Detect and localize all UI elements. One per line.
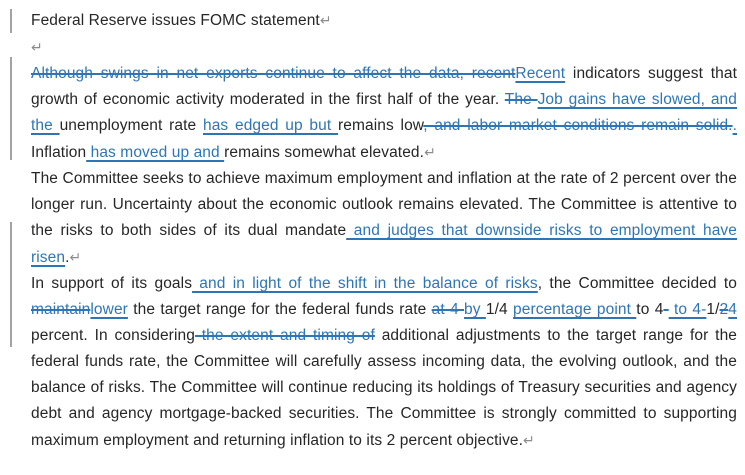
text-run-normal: Federal Reserve issues FOMC statement: [31, 12, 320, 29]
change-bar: [10, 57, 12, 160]
text-run-normal: The Committee seeks to achieve maximum e…: [31, 170, 737, 239]
inserted-text-run: has moved up and: [86, 144, 225, 161]
text-run-normal: .: [65, 249, 70, 266]
paragraph-body-1: Although swings in net exports continue …: [31, 61, 737, 166]
paragraph-mark: ↵: [424, 144, 436, 160]
inserted-text-run: 4: [728, 301, 737, 318]
deleted-text-run: , and labor market conditions remain sol…: [423, 117, 733, 134]
inserted-text-run: lower: [90, 301, 128, 318]
text-run-normal: 1/: [706, 301, 720, 318]
deleted-text-run: maintain: [31, 301, 91, 318]
text-run-normal: unemployment rate: [59, 117, 203, 134]
text-run-normal: additional adjustments to the target ran…: [31, 327, 738, 449]
paragraph-mark: ↵: [319, 12, 332, 28]
paragraph-title: Federal Reserve issues FOMC statement↵: [31, 7, 737, 34]
text-run-normal: to 4: [636, 301, 664, 318]
text-run-normal: , the Committee decided to: [537, 275, 737, 292]
text-run-normal: 1/4: [485, 301, 514, 318]
paragraph-mark: ↵: [31, 39, 43, 55]
deleted-text-run: -: [663, 301, 669, 318]
inserted-text-run: to 4-: [668, 301, 707, 318]
paragraph-body-3: In support of its goals and in light of …: [31, 271, 737, 454]
deleted-text-run: the extent and timing of: [194, 327, 375, 344]
inserted-text-run: percentage point: [513, 301, 637, 318]
change-bar: [10, 9, 12, 33]
inserted-text-run: .: [732, 117, 737, 134]
inserted-text-run: has edged up but: [202, 117, 338, 134]
text-run-normal: Inflation: [31, 144, 87, 161]
text-run-normal: remains somewhat elevated.: [224, 144, 425, 161]
text-run-normal: remains low: [338, 117, 424, 134]
paragraph-spacer: ↵: [31, 34, 737, 61]
text-run-normal: the target range for the federal funds r…: [127, 301, 432, 318]
deleted-text-run: at 4-: [431, 301, 465, 318]
text-run-normal: In support of its goals: [31, 275, 193, 292]
paragraph-mark: ↵: [69, 249, 82, 265]
deleted-text-run: The: [504, 91, 538, 108]
inserted-text-run: Recent: [515, 65, 566, 82]
inserted-text-run: Job gains have slowed, and the: [31, 91, 737, 134]
deleted-text-run: 2: [719, 301, 729, 318]
change-bar: [10, 222, 12, 347]
deleted-text-run: Although swings in net exports continue …: [31, 65, 516, 82]
document-content[interactable]: Federal Reserve issues FOMC statement↵ ↵ A…: [31, 7, 737, 454]
text-run-normal: indicators suggest that growth of econom…: [31, 65, 737, 108]
inserted-text-run: and judges that downside risks to employ…: [31, 222, 737, 266]
paragraph-body-2: The Committee seeks to achieve maximum e…: [31, 166, 737, 271]
paragraph-mark: ↵: [523, 432, 535, 448]
text-run-normal: percent. In considering: [31, 327, 195, 344]
inserted-text-run: and in light of the shift in the balance…: [192, 275, 538, 292]
inserted-text-run: by: [464, 301, 486, 318]
